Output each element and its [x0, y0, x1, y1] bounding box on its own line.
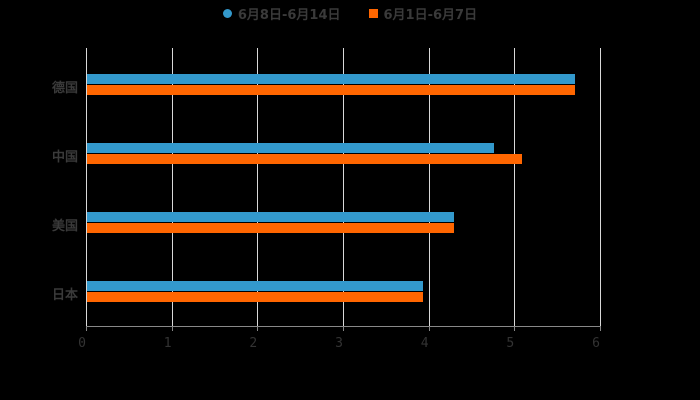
x-axis [86, 326, 600, 327]
gridline [86, 48, 87, 326]
bar[interactable] [87, 281, 423, 291]
x-tick-label: 0 [78, 336, 86, 351]
x-tick [514, 326, 516, 331]
x-tick [171, 326, 173, 331]
gridline [343, 48, 344, 326]
x-tick-label: 3 [335, 336, 343, 351]
x-tick [86, 326, 87, 331]
bar[interactable] [87, 154, 523, 164]
x-tick [343, 326, 344, 331]
gridline [257, 48, 259, 326]
gridline [171, 48, 173, 326]
x-tick [428, 326, 430, 331]
x-tick-label: 1 [163, 336, 172, 351]
gridline [428, 48, 430, 326]
x-tick-label: 5 [506, 336, 515, 351]
circle-marker-icon [222, 9, 232, 18]
bar[interactable] [87, 292, 423, 302]
bar[interactable] [87, 143, 494, 153]
legend-item-series2[interactable]: 6月1日-6月7日 [368, 4, 478, 23]
x-tick-label: 6 [592, 336, 600, 351]
legend-item-series1[interactable]: 6月8日-6月14日 [222, 4, 341, 23]
y-category-label: 日本 [51, 288, 78, 303]
square-marker-icon [368, 9, 378, 18]
legend-label: 6月1日-6月7日 [383, 8, 478, 23]
y-category-label: 中国 [51, 150, 78, 165]
x-tick-label: 2 [249, 336, 258, 351]
bar[interactable] [87, 212, 454, 222]
y-category-label: 德国 [51, 81, 78, 96]
bar[interactable] [87, 223, 454, 233]
legend-label: 6月8日-6月14日 [237, 8, 341, 23]
bar[interactable] [87, 85, 576, 95]
gridline [514, 48, 516, 326]
y-category-label: 美国 [51, 219, 78, 234]
x-tick [257, 326, 259, 331]
x-tick [600, 326, 601, 331]
x-tick-label: 4 [420, 336, 429, 351]
gridline [600, 48, 601, 326]
legend: 6月8日-6月14日 6月1日-6月7日 [0, 4, 700, 23]
bar[interactable] [87, 74, 576, 84]
